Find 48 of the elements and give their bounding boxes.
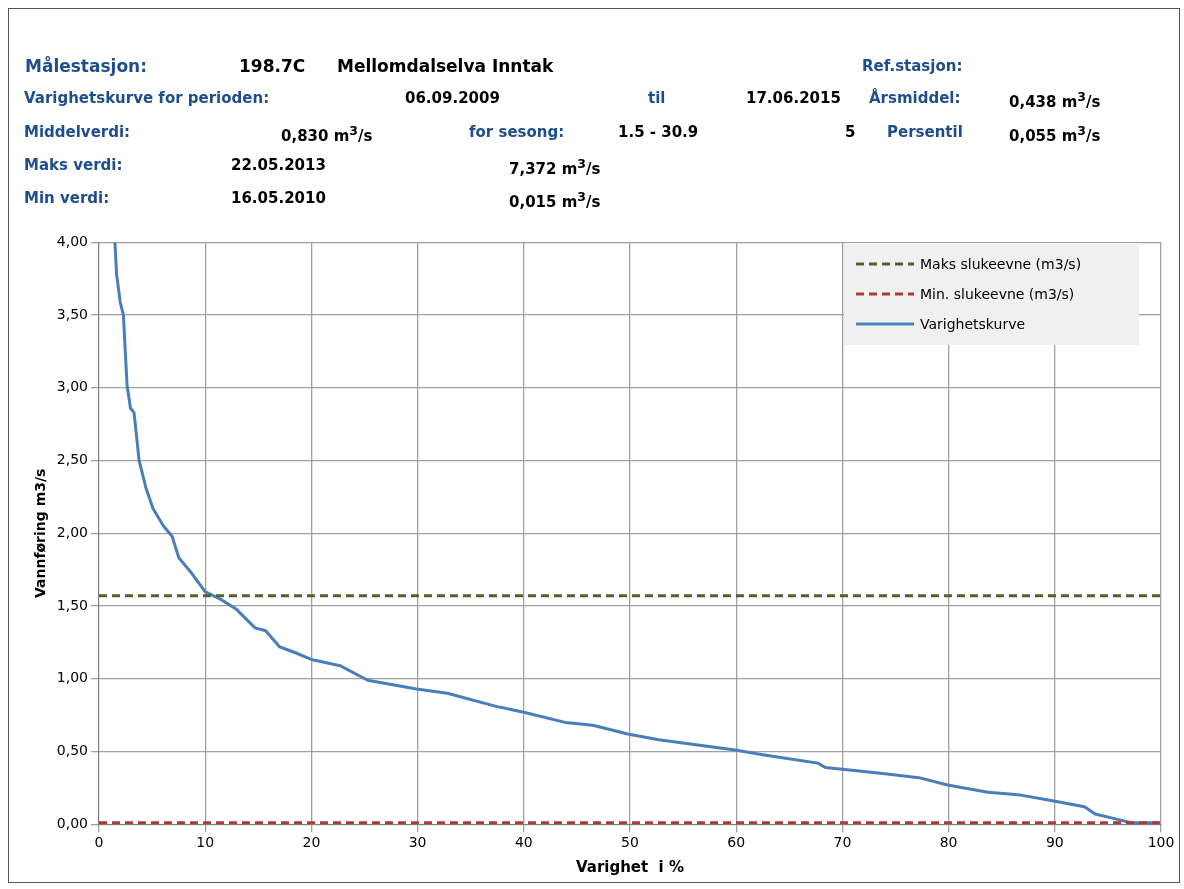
x-tick-label: 0 (94, 834, 104, 851)
text: Målestasjon: (25, 56, 147, 76)
x-tick-label: 30 (408, 834, 427, 851)
x-tick-label: 20 (302, 834, 321, 851)
text: Maks verdi: (24, 156, 123, 174)
y-tick-label: 2,50 (56, 451, 88, 468)
y-tick-label: 4,00 (56, 233, 88, 250)
x-tick-label: 70 (833, 834, 852, 851)
text: Årsmiddel: (869, 89, 961, 107)
text: Varighetskurve for perioden: (24, 89, 270, 107)
x-tick-label: 80 (939, 834, 958, 851)
y-tick-label: 0,00 (56, 814, 88, 831)
text: Persentil (887, 123, 963, 141)
text: Min verdi: (24, 189, 110, 207)
text: 17.06.2015 (746, 89, 841, 107)
text: for sesong: (469, 123, 565, 141)
x-tick-label: 40 (514, 834, 533, 851)
text: 0,438 m$^{3}$/s (1009, 89, 1101, 111)
text: 22.05.2013 (231, 156, 326, 174)
x-tick-label: 60 (727, 834, 746, 851)
text: 0,055 m$^{3}$/s (1009, 123, 1101, 145)
text: 0,830 m$^{3}$/s (281, 123, 373, 145)
x-tick-label: 10 (196, 834, 215, 851)
legend-label: Maks slukeevne (m3/s) (920, 256, 1082, 272)
legend-label: Varighetskurve (920, 316, 1026, 332)
legend-label: Min. slukeevne (m3/s) (920, 286, 1075, 302)
text: 0,015 m$^{3}$/s (509, 189, 601, 211)
text: 7,372 m$^{3}$/s (509, 156, 601, 178)
text: Middelverdi: (24, 123, 131, 141)
text: Mellomdalselva Inntak (337, 56, 554, 76)
x-tick-label: 100 (1147, 834, 1175, 851)
y-tick-label: 0,50 (56, 742, 88, 759)
text: 1.5 - 30.9 (618, 123, 699, 141)
x-tick-label: 90 (1045, 834, 1064, 851)
text: 16.05.2010 (231, 189, 326, 207)
x-axis-title: Varighet i % (575, 857, 685, 876)
x-tick-label: 50 (621, 834, 639, 851)
y-axis-title: Vannføring m3/s (32, 468, 49, 599)
text: 5 (845, 123, 856, 141)
text: 06.09.2009 (405, 89, 500, 107)
text: til (648, 89, 666, 107)
y-tick-label: 3,50 (56, 305, 88, 322)
y-tick-label: 3,00 (56, 378, 88, 395)
text: Ref.stasjon: (862, 57, 963, 75)
y-tick-label: 1,00 (56, 669, 88, 686)
text: 198.7C (239, 56, 306, 76)
y-tick-label: 2,00 (56, 523, 88, 540)
y-tick-label: 1,50 (56, 596, 88, 613)
